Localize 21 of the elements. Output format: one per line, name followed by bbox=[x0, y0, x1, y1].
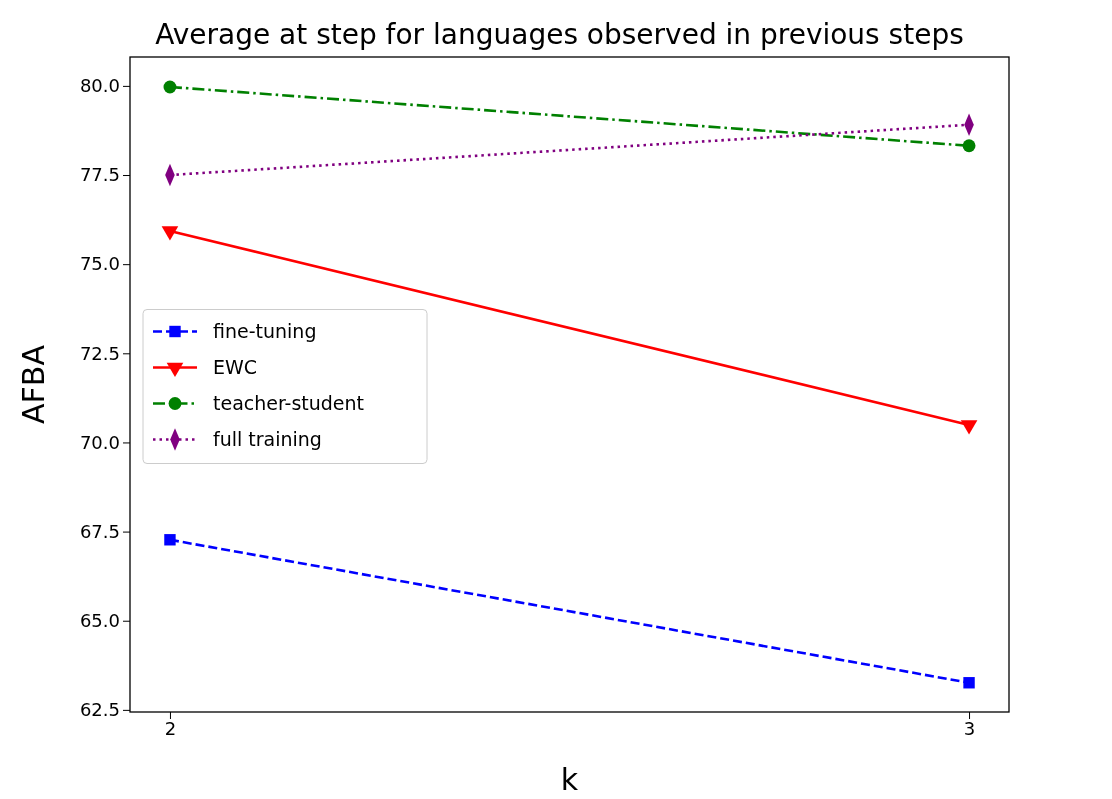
y-tick-label: 75.0 bbox=[79, 253, 120, 275]
x-tick-label: 2 bbox=[164, 717, 177, 739]
y-tick-label: 77.5 bbox=[79, 164, 120, 186]
point bbox=[963, 677, 975, 689]
point bbox=[962, 139, 976, 153]
y-axis-title: AFBA bbox=[16, 344, 51, 424]
legend-label: fine-tuning bbox=[213, 319, 317, 342]
y-tick-label: 72.5 bbox=[79, 342, 120, 364]
x-tick-label: 3 bbox=[963, 717, 976, 739]
point bbox=[163, 80, 177, 94]
y-tick-label: 67.5 bbox=[79, 520, 120, 542]
y-tick-label: 80.0 bbox=[79, 75, 120, 97]
legend-label: full training bbox=[213, 427, 322, 450]
chart-title: Average at step for languages observed in previous steps bbox=[155, 18, 964, 51]
legend-label: teacher-student bbox=[213, 391, 365, 414]
legend-label: EWC bbox=[213, 355, 258, 378]
y-tick-label: 70.0 bbox=[79, 431, 120, 453]
y-tick-label: 65.0 bbox=[79, 609, 120, 631]
x-axis-title: k bbox=[560, 762, 579, 797]
y-tick-label: 62.5 bbox=[79, 699, 120, 721]
point bbox=[164, 534, 176, 546]
